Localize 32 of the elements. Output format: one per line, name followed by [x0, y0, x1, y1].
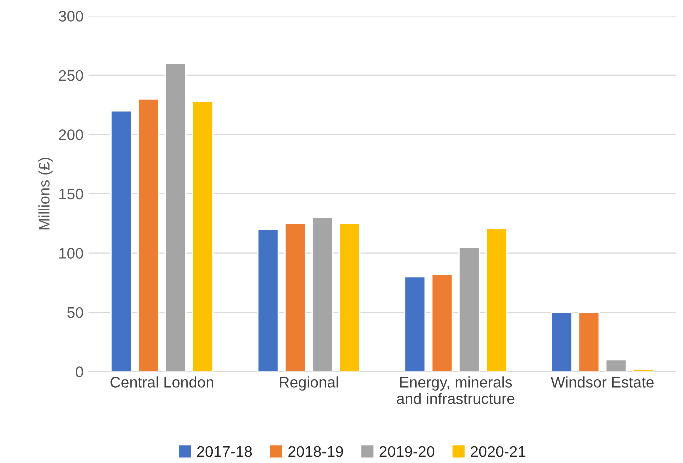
bar [284, 222, 306, 372]
x-tick-label: Energy, minerals and infrastructure [397, 376, 515, 404]
legend-label: 2020-21 [471, 446, 526, 458]
bar [486, 228, 508, 372]
bar [312, 217, 334, 372]
bar [164, 62, 187, 372]
bar [257, 228, 280, 372]
y-tick-label: 0 [76, 366, 84, 378]
bar [578, 312, 600, 372]
bar [431, 274, 454, 372]
y-tick-label: 100 [60, 248, 84, 259]
y-tick-label: 150 [60, 188, 84, 200]
x-tick-label: Regional [280, 376, 338, 391]
bar [110, 110, 132, 372]
bar [192, 100, 214, 372]
bar [138, 98, 160, 372]
x-tick-label: Central London [110, 376, 214, 388]
legend-label: 2019-20 [380, 446, 435, 458]
legend-label: 2017-18 [197, 446, 252, 458]
y-axis-title: Millions (£) [38, 158, 53, 230]
y-tick-label: 250 [59, 70, 84, 82]
y-tick-label: 50 [68, 307, 84, 318]
bar [338, 222, 361, 372]
bar [551, 312, 573, 372]
x-tick-label: Windsor Estate [551, 376, 654, 388]
bar [605, 359, 628, 372]
bar [632, 368, 654, 372]
bar [458, 246, 480, 372]
bar [404, 276, 426, 372]
y-tick-label: 200 [59, 130, 84, 140]
y-tick-label: 300 [59, 11, 84, 22]
legend-label: 2018-19 [288, 446, 344, 458]
